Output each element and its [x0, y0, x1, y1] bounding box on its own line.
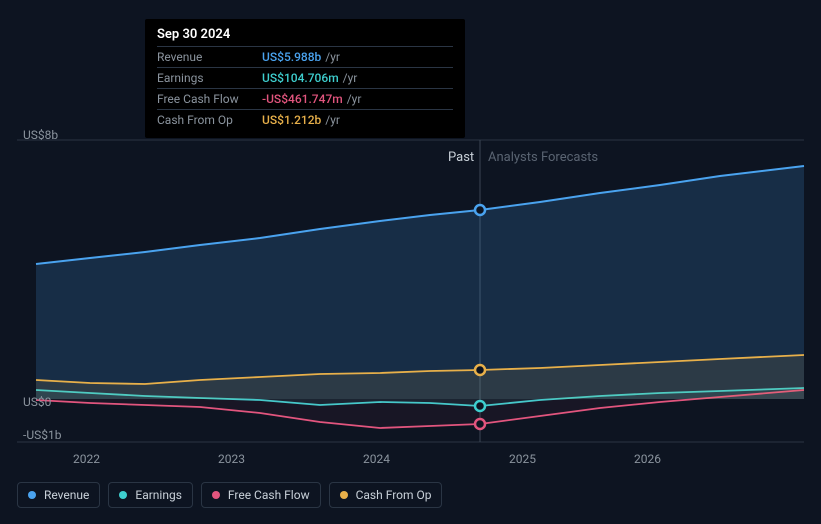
tooltip-row-value: US$1.212b [262, 113, 321, 127]
y-axis-label: US$8b [23, 128, 58, 142]
x-axis-label: 2025 [509, 452, 536, 466]
tooltip-row-value: -US$461.747m [262, 92, 343, 106]
tooltip-row-value: US$104.706m [262, 71, 339, 85]
tooltip-row-suffix: /yr [347, 92, 362, 106]
chart-legend: Revenue Earnings Free Cash Flow Cash From O… [17, 482, 442, 508]
legend-label: Free Cash Flow [228, 488, 310, 502]
tooltip-row: Free Cash Flow-US$461.747m/yr [157, 88, 453, 109]
tooltip-row: RevenueUS$5.988b/yr [157, 46, 453, 67]
tooltip-row: EarningsUS$104.706m/yr [157, 67, 453, 88]
legend-label: Earnings [135, 488, 182, 502]
chart-tooltip: Sep 30 2024 RevenueUS$5.988b/yrEarningsU… [145, 19, 465, 138]
tooltip-row: Cash From OpUS$1.212b/yr [157, 109, 453, 130]
tooltip-row-suffix: /yr [325, 113, 340, 127]
tooltip-row-suffix: /yr [325, 50, 340, 64]
tooltip-row-label: Cash From Op [157, 113, 262, 127]
x-axis-label: 2023 [218, 452, 245, 466]
past-label: Past [448, 150, 474, 165]
legend-dot-icon [119, 491, 127, 499]
legend-dot-icon [28, 491, 36, 499]
tooltip-row-label: Free Cash Flow [157, 92, 262, 106]
legend-item-cash-from-op[interactable]: Cash From Op [329, 482, 443, 508]
legend-dot-icon [212, 491, 220, 499]
tooltip-row-suffix: /yr [343, 71, 358, 85]
tooltip-date: Sep 30 2024 [157, 27, 453, 42]
legend-label: Revenue [44, 488, 89, 502]
tooltip-row-label: Earnings [157, 71, 262, 85]
forecast-label: Analysts Forecasts [488, 150, 598, 165]
y-axis-label: US$0 [23, 395, 51, 409]
x-axis-label: 2024 [363, 452, 390, 466]
legend-label: Cash From Op [356, 488, 432, 502]
y-axis-label: -US$1b [23, 428, 61, 442]
tooltip-row-label: Revenue [157, 50, 262, 64]
legend-item-revenue[interactable]: Revenue [17, 482, 100, 508]
x-axis-label: 2026 [634, 452, 661, 466]
legend-item-earnings[interactable]: Earnings [108, 482, 193, 508]
legend-item-free-cash-flow[interactable]: Free Cash Flow [201, 482, 321, 508]
legend-dot-icon [340, 491, 348, 499]
tooltip-row-value: US$5.988b [262, 50, 321, 64]
financial-chart: US$8b US$0 -US$1b 2022 2023 2024 2025 2026 Pas… [0, 0, 821, 524]
x-axis-label: 2022 [73, 452, 100, 466]
